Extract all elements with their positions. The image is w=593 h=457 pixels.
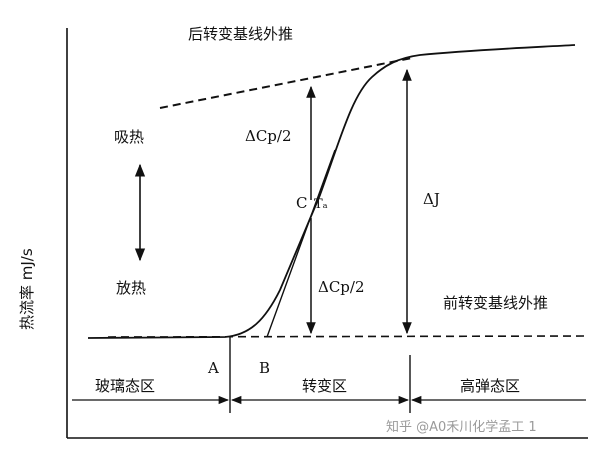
point-b-label: B — [259, 359, 270, 377]
point-a-label: A — [207, 359, 219, 377]
point-c-label: C — [296, 194, 307, 212]
after-baseline-label: 后转变基线外推 — [188, 25, 293, 43]
exotherm-label: 放热 — [116, 279, 146, 297]
delta-j-label: ΔJ — [423, 190, 440, 208]
after-baseline-dashed — [159, 57, 413, 109]
transition-region-label: 转变区 — [302, 377, 347, 395]
tg-label: Tₐ — [314, 197, 328, 212]
glassy-region-label: 玻璃态区 — [95, 377, 155, 395]
delta-cp-half-top-label: ΔCp/2 — [245, 127, 292, 145]
dsc-curve — [87, 44, 576, 339]
watermark: 知乎 @A0禾川化学孟工 1 — [386, 419, 537, 435]
before-baseline-label: 前转变基线外推 — [443, 294, 548, 312]
inflection-tangent — [266, 149, 336, 338]
endotherm-label: 吸热 — [114, 128, 144, 146]
y-axis-label: 热流率 mJ/s — [18, 248, 36, 330]
delta-cp-half-bottom-label: ΔCp/2 — [318, 278, 365, 296]
rubbery-region-label: 高弹态区 — [460, 377, 520, 395]
